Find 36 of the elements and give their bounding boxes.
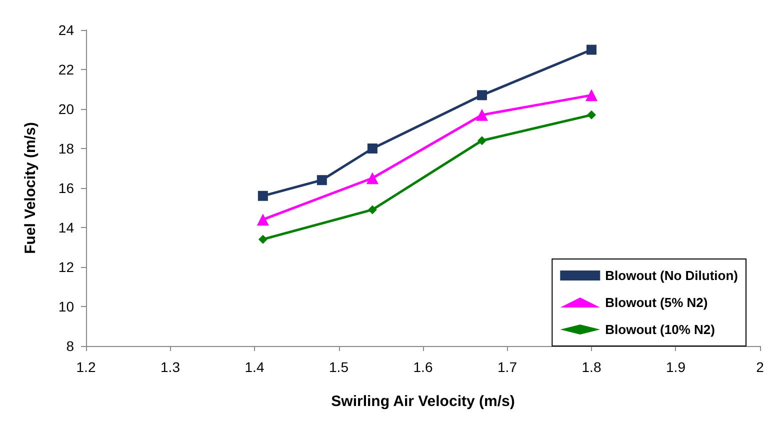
point — [258, 234, 268, 244]
x-tick-label: 1.3 — [160, 359, 180, 375]
y-tick-label: 8 — [66, 338, 74, 354]
point — [476, 90, 487, 100]
y-axis-title: Fuel Velocity (m/s) — [22, 122, 39, 254]
y-tick-label: 24 — [58, 22, 74, 38]
x-tick-label: 1.9 — [666, 359, 686, 375]
legend-label: Blowout (No Dilution) — [605, 268, 738, 283]
point — [367, 144, 378, 154]
point — [368, 205, 377, 214]
x-tick-label: 1.8 — [582, 359, 602, 375]
x-tick-label: 1.2 — [76, 359, 96, 375]
y-tick-label: 12 — [58, 259, 74, 275]
x-tick-label: 2 — [756, 359, 764, 375]
point — [258, 190, 268, 201]
y-tick-label: 22 — [58, 62, 74, 78]
point — [586, 44, 596, 55]
point — [586, 89, 598, 102]
x-tick-label: 1.5 — [329, 359, 349, 375]
x-tick-label: 1.6 — [413, 359, 433, 375]
x-axis-title: Swirling Air Velocity (m/s) — [331, 393, 515, 410]
point — [256, 214, 269, 226]
x-tick-label: 1.7 — [498, 359, 518, 375]
legend-label: Blowout (5% N2) — [605, 295, 708, 310]
y-tick-label: 10 — [58, 298, 74, 314]
point — [476, 108, 488, 121]
legend-label: Blowout (10% N2) — [605, 322, 715, 337]
point — [316, 175, 327, 186]
x-tick-label: 1.4 — [244, 359, 264, 375]
y-tick-label: 20 — [58, 101, 74, 117]
point — [366, 172, 378, 184]
y-tick-label: 16 — [58, 180, 74, 196]
point — [477, 136, 486, 146]
point — [587, 110, 596, 120]
y-tick-label: 18 — [58, 140, 74, 156]
y-tick-label: 14 — [58, 220, 74, 236]
